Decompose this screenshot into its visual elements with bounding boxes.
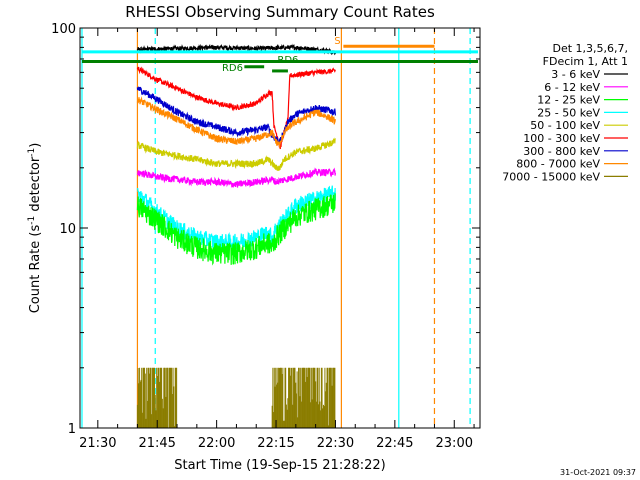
legend-entry-label-3: 25 - 50 keV bbox=[537, 106, 600, 119]
y-label-part: detector bbox=[28, 156, 43, 216]
legend-entry-label-8: 7000 - 15000 keV bbox=[502, 170, 600, 183]
legend-header-0: Det 1,3,5,6,7, bbox=[552, 42, 628, 55]
series-line-6 bbox=[136, 185, 336, 253]
legend: Det 1,3,5,6,7,FDecim 1, Att 13 - 6 keV6 … bbox=[502, 42, 628, 183]
x-tick-label: 22:45 bbox=[376, 436, 413, 451]
footer-timestamp: 31-Oct-2021 09:37 bbox=[560, 468, 636, 477]
x-tick-label: 21:30 bbox=[79, 436, 116, 451]
x-tick-label: 22:00 bbox=[198, 436, 235, 451]
axis-layer: 21:30 21:45 22:00 22:15 22:30 22:45 23:00 1 10 10… bbox=[51, 22, 481, 451]
y-label-part: -1 bbox=[27, 148, 37, 157]
series-line-0 bbox=[136, 43, 336, 56]
series-7000-15000-kev bbox=[136, 367, 336, 428]
x-axis-label: Start Time (19-Sep-15 21:28:22) bbox=[174, 458, 385, 473]
legend-entry-label-7: 800 - 7000 keV bbox=[516, 158, 600, 171]
legend-entry-label-0: 3 - 6 keV bbox=[551, 68, 600, 81]
legend-entry-label-6: 300 - 800 keV bbox=[523, 145, 600, 158]
series-line-1 bbox=[136, 66, 336, 150]
annotation-label-2: S bbox=[334, 36, 340, 47]
y-label-part: Count Rate (s bbox=[28, 225, 43, 314]
legend-entry-label-4: 50 - 100 keV bbox=[530, 119, 600, 132]
x-tick-label: 21:45 bbox=[138, 436, 175, 451]
legend-entry-label-2: 12 - 25 keV bbox=[537, 94, 600, 107]
y-axis-label: Count Rate (s-1 detector-1) bbox=[27, 143, 43, 314]
series-line-4 bbox=[136, 137, 336, 171]
series-line-2 bbox=[136, 86, 336, 144]
legend-header-1: FDecim 1, Att 1 bbox=[543, 55, 628, 68]
series-line-5 bbox=[136, 167, 336, 188]
x-tick-label: 22:30 bbox=[317, 436, 354, 451]
x-tick-label: 22:15 bbox=[257, 436, 294, 451]
y-tick-label: 1 bbox=[68, 422, 76, 437]
y-tick-label: 100 bbox=[51, 22, 76, 37]
annotation-label-1: RD6 bbox=[277, 55, 298, 66]
y-tick-label: 10 bbox=[59, 222, 76, 237]
legend-entry-label-1: 6 - 12 keV bbox=[544, 81, 600, 94]
legend-entry-label-5: 100 - 300 keV bbox=[523, 132, 600, 145]
annotation-label-0: RD6 bbox=[222, 63, 243, 74]
chart-title: RHESSI Observing Summary Count Rates bbox=[125, 3, 435, 21]
plot-area: RD6 RD6 S bbox=[81, 28, 479, 428]
series-line-7 bbox=[136, 192, 336, 266]
y-label-part: -1 bbox=[27, 216, 37, 225]
series-line-3 bbox=[136, 96, 336, 148]
y-label-part: ) bbox=[28, 143, 43, 148]
plot-layer: RD6 RD6 S bbox=[81, 28, 479, 428]
x-tick-label: 23:00 bbox=[436, 436, 473, 451]
